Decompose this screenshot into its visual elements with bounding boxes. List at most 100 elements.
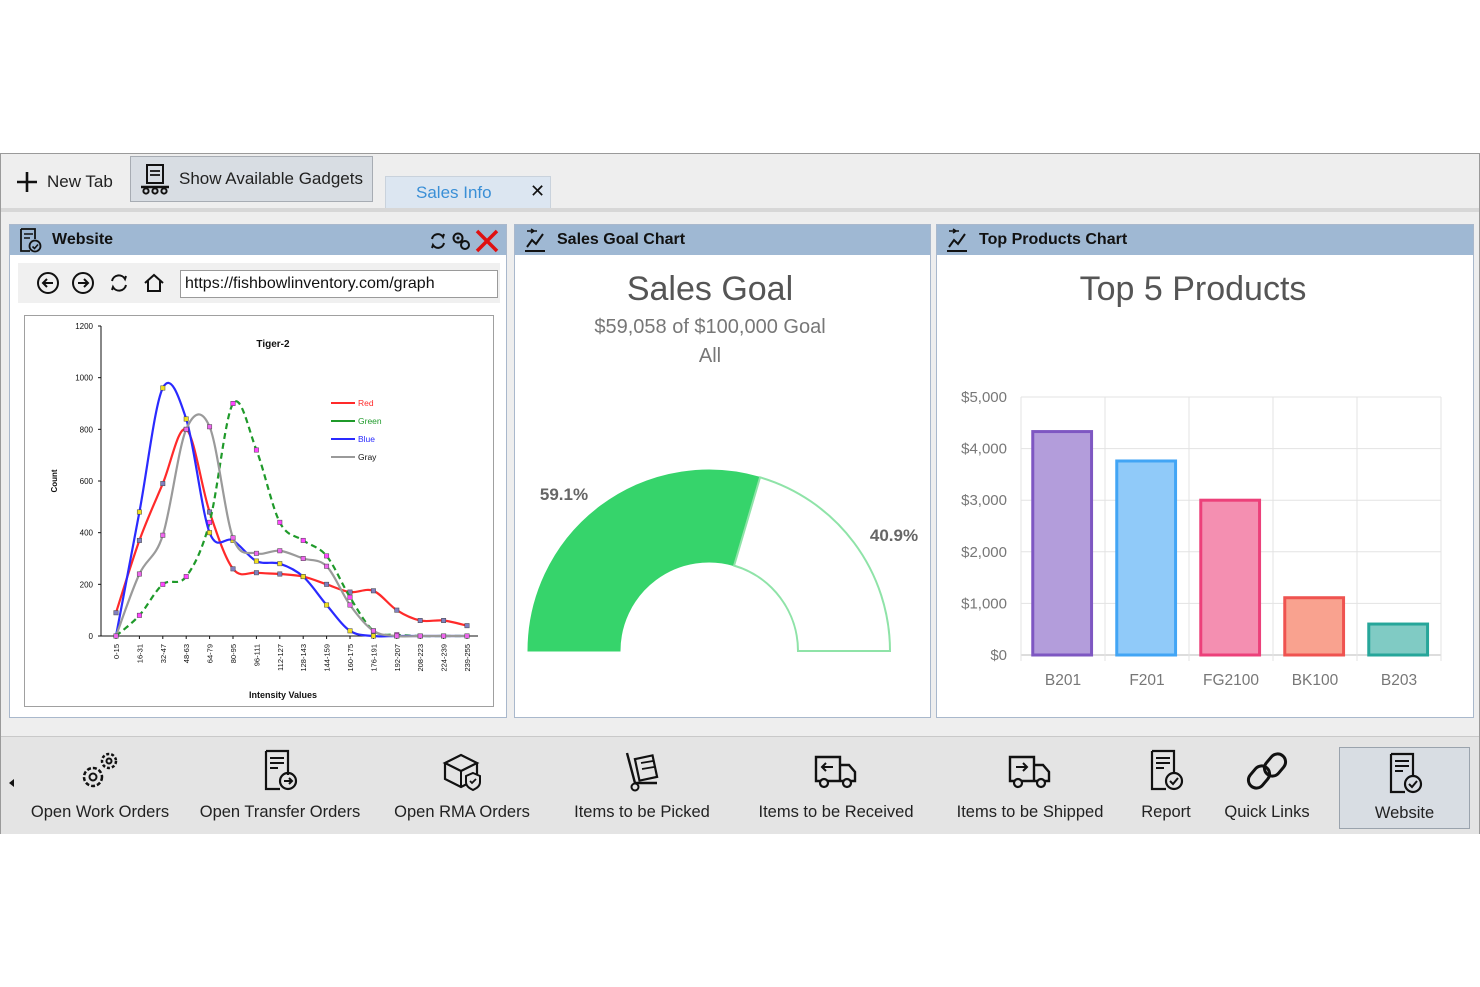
- data-point: [160, 532, 166, 538]
- y-tick-label: 600: [80, 477, 94, 486]
- refresh-icon[interactable]: [428, 231, 448, 251]
- close-icon[interactable]: ✕: [530, 181, 546, 201]
- home-icon[interactable]: [142, 271, 166, 295]
- x-tick-label: 224-239: [440, 644, 449, 672]
- report-button[interactable]: Report: [1133, 737, 1199, 834]
- x-tick-label: 48-63: [182, 644, 191, 663]
- x-tick-label: 176-191: [369, 644, 378, 672]
- x-tick-label: 32-47: [159, 644, 168, 663]
- dashboard-window: New Tab Show Available Gadgets Sales Inf…: [0, 153, 1480, 834]
- data-point: [160, 481, 166, 487]
- bar-bk100: [1283, 596, 1346, 657]
- report-label: Report: [1141, 803, 1191, 821]
- data-point: [370, 588, 376, 594]
- x-tick-label: 144-159: [323, 644, 332, 672]
- transfer-document-icon: [264, 749, 298, 791]
- x-tick-label: BK100: [1292, 672, 1339, 689]
- gadget-cart-icon: [141, 164, 169, 195]
- website-label: Website: [1374, 804, 1435, 822]
- data-point: [113, 633, 119, 639]
- quick-links-button[interactable]: Quick Links: [1215, 737, 1319, 834]
- new-tab-button[interactable]: New Tab: [15, 168, 113, 196]
- open-rma-orders-button[interactable]: Open RMA Orders: [387, 737, 537, 834]
- open-transfer-orders-button[interactable]: Open Transfer Orders: [191, 737, 369, 834]
- data-point: [136, 571, 142, 577]
- settings-icon[interactable]: [450, 230, 472, 252]
- quick-access-bar: Open Work Orders Open Transfer Orders Op…: [1, 736, 1479, 834]
- x-tick-label: 0-15: [112, 644, 121, 659]
- tab-divider: [1, 208, 1479, 212]
- bar-b203: [1367, 622, 1430, 657]
- data-point: [324, 581, 330, 587]
- y-tick-label: 400: [80, 529, 94, 538]
- website-gadget-title: Website: [52, 231, 114, 248]
- data-point: [370, 633, 376, 639]
- legend-label: Gray: [358, 452, 377, 462]
- tab-sales-info[interactable]: Sales Info ✕: [385, 176, 551, 208]
- chart-gadget-icon: [525, 228, 545, 252]
- report-icon: [1150, 749, 1184, 791]
- data-point: [417, 633, 423, 639]
- x-tick-label: 208-223: [416, 644, 425, 672]
- embedded-graph: Tiger-2 Count Intensity Values 0 200 400 60…: [24, 315, 494, 707]
- data-point: [253, 558, 259, 564]
- y-tick-label: $4,000: [961, 441, 1007, 458]
- sales-goal-header[interactable]: Sales Goal Chart: [515, 225, 930, 255]
- open-work-orders-label: Open Work Orders: [30, 803, 170, 821]
- top-products-gadget: Top Products Chart Top 5 Products $0 $1,0…: [936, 224, 1474, 718]
- close-gadget-icon[interactable]: [474, 228, 500, 254]
- reload-icon[interactable]: [107, 271, 131, 295]
- data-point: [277, 561, 283, 567]
- data-point: [394, 633, 400, 639]
- legend-label: Red: [358, 398, 374, 408]
- legend-label: Blue: [358, 434, 375, 444]
- data-point: [253, 447, 259, 453]
- data-point: [300, 537, 306, 543]
- data-point: [136, 612, 142, 618]
- data-point: [160, 581, 166, 587]
- data-point: [300, 556, 306, 561]
- y-tick-label: $3,000: [961, 492, 1007, 509]
- x-tick-label: B203: [1381, 672, 1417, 689]
- data-point: [441, 633, 447, 639]
- website-icon: [20, 228, 42, 253]
- data-point: [136, 537, 142, 543]
- back-icon[interactable]: [36, 271, 60, 295]
- website-gadget-header[interactable]: Website: [10, 225, 506, 255]
- legend-label: Green: [358, 416, 382, 426]
- website-button[interactable]: Website: [1339, 747, 1470, 829]
- ship-truck-icon: [1008, 755, 1051, 789]
- toolbar: New Tab Show Available Gadgets Sales Inf…: [1, 154, 1479, 208]
- items-to-be-picked-button[interactable]: Items to be Picked: [565, 737, 719, 834]
- website-icon: [1389, 752, 1422, 794]
- sales-goal-gadget-title: Sales Goal Chart: [557, 231, 686, 248]
- data-point: [347, 602, 353, 608]
- data-point: [183, 574, 189, 580]
- top-products-header[interactable]: Top Products Chart: [937, 225, 1473, 255]
- show-gadgets-button[interactable]: Show Available Gadgets: [130, 156, 373, 202]
- items-to-be-received-label: Items to be Received: [758, 803, 914, 821]
- rma-box-icon: [442, 753, 481, 792]
- chart-gadget-icon: [947, 228, 967, 252]
- items-to-be-received-button[interactable]: Items to be Received: [749, 737, 923, 834]
- series-line-red: [114, 428, 468, 627]
- data-point: [183, 416, 189, 422]
- receive-truck-icon: [814, 755, 857, 789]
- link-icon: [1246, 752, 1288, 790]
- url-input[interactable]: https://fishbowlinventory.com/graph: [180, 270, 498, 298]
- data-point: [464, 623, 470, 629]
- items-to-be-shipped-button[interactable]: Items to be Shipped: [947, 737, 1113, 834]
- open-work-orders-button[interactable]: Open Work Orders: [25, 737, 175, 834]
- show-gadgets-label: Show Available Gadgets: [179, 169, 363, 188]
- quick-links-label: Quick Links: [1224, 803, 1310, 821]
- items-to-be-shipped-label: Items to be Shipped: [956, 803, 1104, 821]
- plus-icon: [17, 172, 37, 192]
- bar-fg2100: [1199, 498, 1262, 657]
- scroll-left-icon[interactable]: [8, 777, 16, 789]
- data-point: [324, 553, 330, 559]
- data-point: [347, 594, 353, 600]
- sales-goal-gauge: Sales Goal $59,058 of $100,000 Goal All …: [527, 270, 918, 652]
- forward-icon[interactable]: [71, 271, 95, 295]
- top-products-gadget-title: Top Products Chart: [979, 231, 1128, 248]
- items-to-be-picked-label: Items to be Picked: [574, 803, 710, 821]
